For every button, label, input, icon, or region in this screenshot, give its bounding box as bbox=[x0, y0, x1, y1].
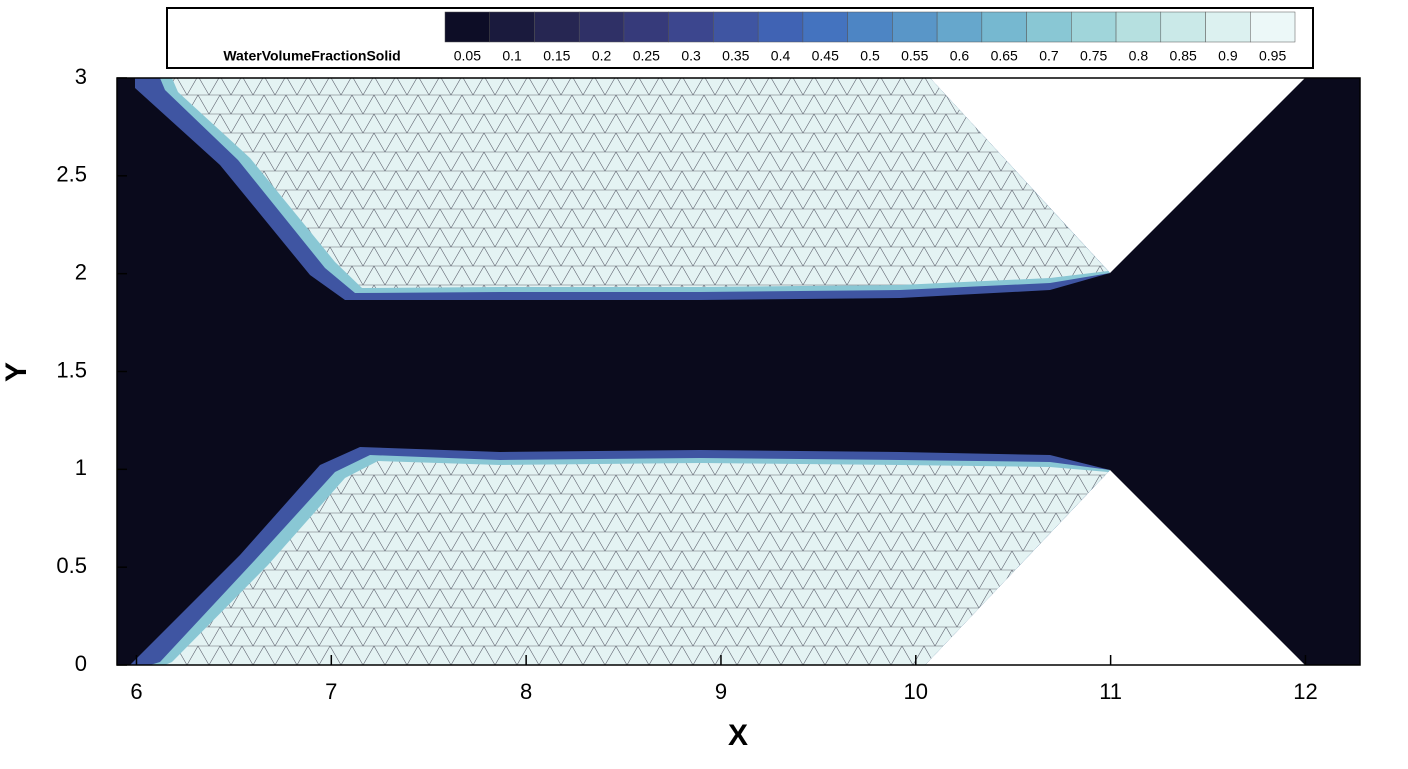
colorbar-label: 0.95 bbox=[1259, 48, 1286, 64]
colorbar-label: 0.6 bbox=[950, 48, 970, 64]
colorbar-label: 0.3 bbox=[681, 48, 701, 64]
colorbar-label: 0.45 bbox=[812, 48, 839, 64]
y-tick-label: 3 bbox=[75, 64, 87, 89]
colorbar-swatch bbox=[1026, 11, 1072, 43]
colorbar-swatch bbox=[1160, 11, 1206, 43]
colorbar-label: 0.05 bbox=[454, 48, 481, 64]
colorbar-label: 0.9 bbox=[1218, 48, 1238, 64]
colorbar-swatch bbox=[757, 11, 804, 43]
colorbar-swatch bbox=[981, 11, 1027, 43]
colorbar-swatch bbox=[936, 11, 983, 43]
colorbar-swatch bbox=[623, 11, 669, 43]
colorbar-swatch bbox=[713, 11, 759, 43]
colorbar-swatch bbox=[444, 11, 490, 43]
colorbar-label: 0.1 bbox=[502, 48, 522, 64]
colorbar-title: WaterVolumeFractionSolid bbox=[223, 48, 400, 64]
colorbar-label: 0.2 bbox=[592, 48, 612, 64]
colorbar-label: 0.8 bbox=[1129, 48, 1149, 64]
colorbar-label: 0.75 bbox=[1080, 48, 1107, 64]
colorbar-label: 0.7 bbox=[1039, 48, 1059, 64]
colorbar-label: 0.4 bbox=[771, 48, 791, 64]
x-tick-label: 10 bbox=[904, 679, 928, 704]
colorbar-label: 0.55 bbox=[901, 48, 928, 64]
mesh-top bbox=[172, 78, 1108, 288]
y-tick-label: 2.5 bbox=[56, 162, 87, 187]
x-tick-label: 8 bbox=[520, 679, 532, 704]
colorbar-label: 0.85 bbox=[1170, 48, 1197, 64]
y-tick-label: 1.5 bbox=[56, 357, 87, 382]
colorbar-label: 0.35 bbox=[722, 48, 749, 64]
x-tick-label: 9 bbox=[715, 679, 727, 704]
x-axis-title: X bbox=[728, 719, 748, 752]
mesh-bottom bbox=[165, 461, 1108, 665]
colorbar-swatch bbox=[668, 11, 714, 43]
x-tick-label: 6 bbox=[130, 679, 142, 704]
x-tick-label: 7 bbox=[325, 679, 337, 704]
y-tick-label: 0.5 bbox=[56, 553, 87, 578]
colorbar-swatch bbox=[1071, 11, 1117, 43]
void-top bbox=[930, 78, 1305, 273]
colorbar-swatch bbox=[1250, 11, 1296, 43]
colorbar-swatch bbox=[802, 11, 848, 43]
colorbar-swatch bbox=[578, 11, 625, 43]
colorbar-swatch bbox=[1115, 11, 1162, 43]
void-bottom bbox=[925, 470, 1305, 665]
colorbar-swatch bbox=[847, 11, 893, 43]
y-tick-label: 2 bbox=[75, 259, 87, 284]
colorbar-swatch bbox=[489, 11, 535, 43]
y-tick-label: 1 bbox=[75, 455, 87, 480]
y-axis-title: Y bbox=[0, 362, 33, 382]
colorbar-swatch bbox=[1205, 11, 1251, 43]
colorbar-swatch bbox=[892, 11, 938, 43]
y-tick-label: 0 bbox=[75, 651, 87, 676]
x-tick-label: 11 bbox=[1099, 679, 1122, 704]
colorbar-label: 0.15 bbox=[543, 48, 570, 64]
colorbar-swatch bbox=[534, 11, 580, 43]
colorbar-label: 0.5 bbox=[860, 48, 880, 64]
field bbox=[117, 78, 1360, 665]
colorbar-label: 0.65 bbox=[991, 48, 1018, 64]
colorbar-label: 0.25 bbox=[633, 48, 660, 64]
x-tick-label: 12 bbox=[1293, 679, 1317, 704]
